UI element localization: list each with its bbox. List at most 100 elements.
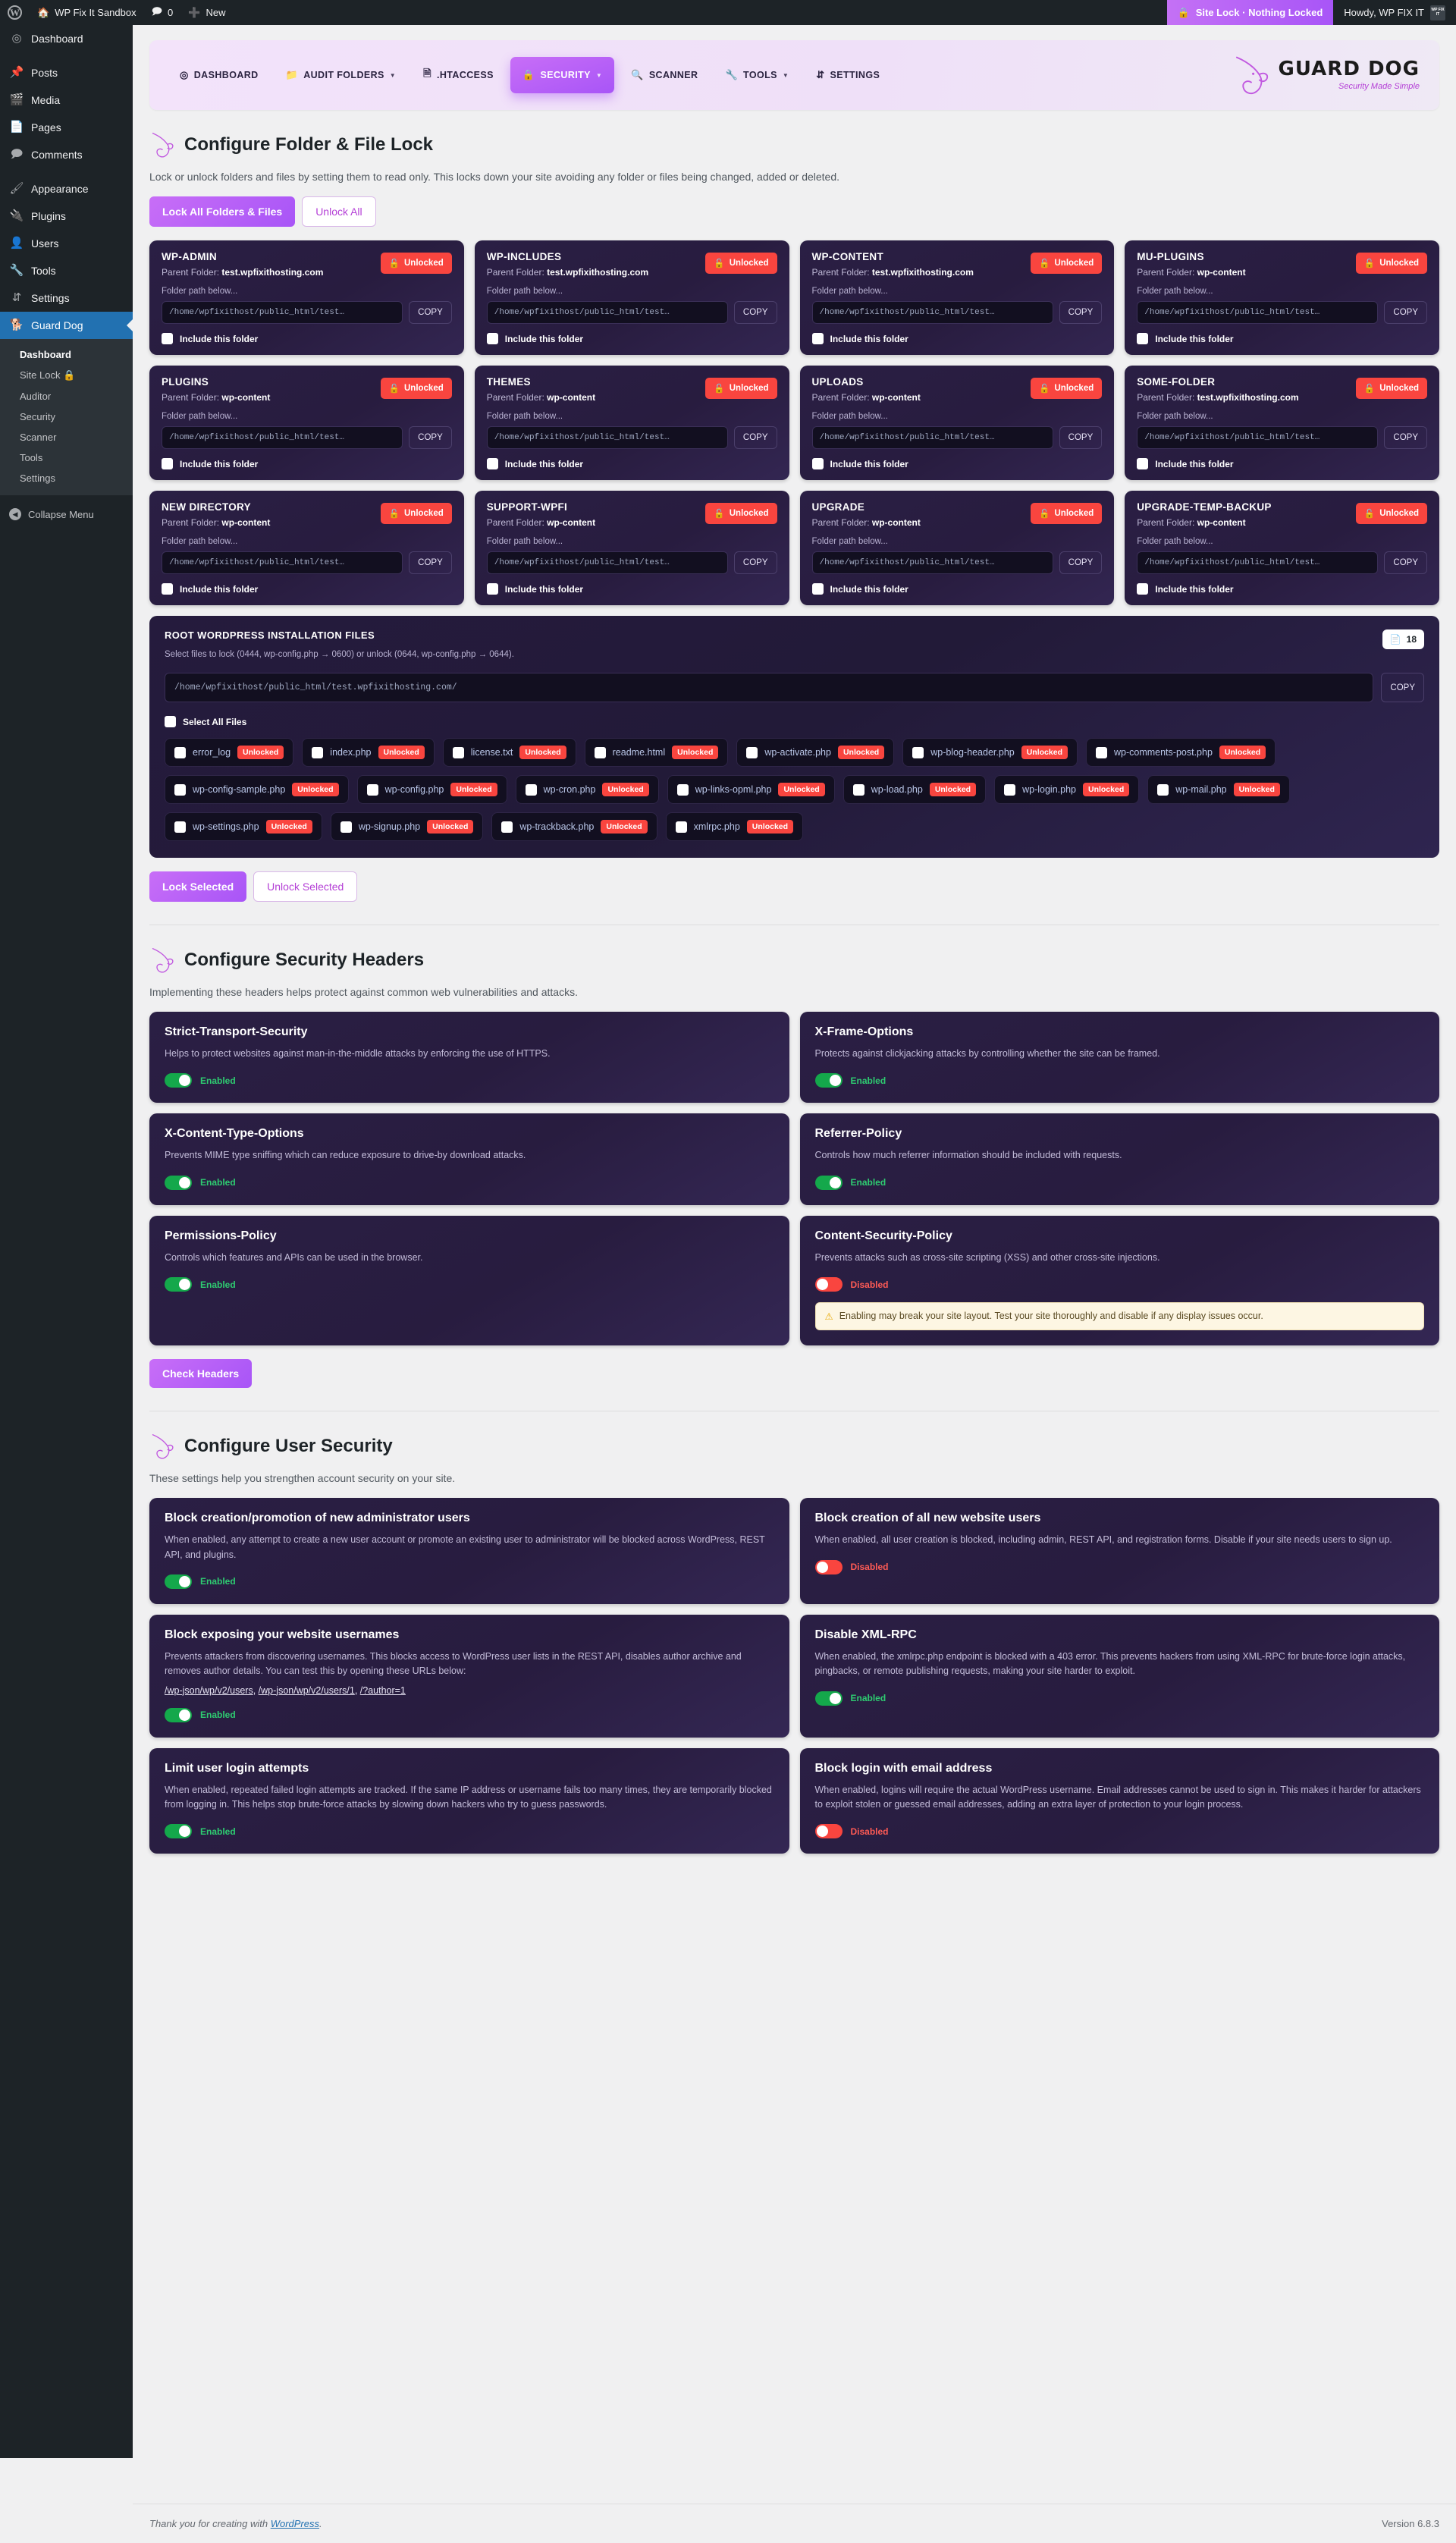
- folder-copy-button[interactable]: COPY: [1384, 301, 1427, 324]
- wp-logo-menu[interactable]: W: [0, 0, 30, 25]
- folder-copy-button[interactable]: COPY: [409, 301, 452, 324]
- include-folder-row[interactable]: Include this folder: [162, 333, 452, 344]
- folder-path-input[interactable]: /home/wpfixithost/public_html/test…: [162, 551, 403, 574]
- file-chip[interactable]: wp-mail.php Unlocked: [1147, 775, 1290, 804]
- security-header-card-toggle-row[interactable]: Enabled: [165, 1175, 774, 1190]
- security-header-card-toggle[interactable]: [814, 1073, 843, 1088]
- nav-tab-htaccess[interactable]: 🗎 .HTACCESS: [413, 60, 504, 90]
- file-chip[interactable]: wp-cron.php Unlocked: [515, 775, 659, 804]
- include-folder-row[interactable]: Include this folder: [1137, 458, 1427, 469]
- include-folder-row[interactable]: Include this folder: [162, 458, 452, 469]
- folder-path-input[interactable]: /home/wpfixithost/public_html/test…: [162, 426, 403, 449]
- security-header-card-toggle-row[interactable]: Enabled: [165, 1277, 774, 1292]
- file-checkbox[interactable]: [1095, 746, 1107, 758]
- user-security-card-toggle-row[interactable]: Enabled: [165, 1824, 774, 1839]
- security-header-card-toggle[interactable]: [165, 1277, 192, 1292]
- user-security-card-toggle[interactable]: [165, 1707, 192, 1722]
- folder-lock-status-badge[interactable]: 🔓 Unlocked: [1355, 253, 1427, 274]
- folder-copy-button[interactable]: COPY: [1384, 426, 1427, 449]
- root-copy-button[interactable]: COPY: [1381, 673, 1424, 702]
- include-folder-checkbox[interactable]: [811, 583, 824, 595]
- check-headers-button[interactable]: Check Headers: [149, 1359, 253, 1389]
- test-url-link[interactable]: /?author=1: [359, 1684, 406, 1696]
- include-folder-row[interactable]: Include this folder: [811, 458, 1103, 469]
- security-header-card-toggle-row[interactable]: Disabled: [814, 1277, 1425, 1292]
- lock-selected-button[interactable]: Lock Selected: [149, 871, 247, 902]
- sidebar-item-media[interactable]: 🎬 Media: [0, 86, 133, 114]
- unlock-selected-button[interactable]: Unlock Selected: [253, 871, 358, 902]
- file-chip[interactable]: wp-settings.php Unlocked: [165, 812, 322, 841]
- include-folder-checkbox[interactable]: [811, 458, 824, 469]
- submenu-item-security[interactable]: Security: [20, 411, 55, 422]
- include-folder-checkbox[interactable]: [1137, 333, 1149, 344]
- submenu-item-auditor[interactable]: Auditor: [20, 391, 52, 402]
- file-chip[interactable]: wp-login.php Unlocked: [994, 775, 1140, 804]
- file-checkbox[interactable]: [174, 746, 186, 758]
- include-folder-row[interactable]: Include this folder: [162, 583, 452, 595]
- user-security-card-toggle[interactable]: [814, 1691, 843, 1706]
- folder-path-input[interactable]: /home/wpfixithost/public_html/test…: [811, 551, 1053, 574]
- folder-copy-button[interactable]: COPY: [1059, 426, 1103, 449]
- folder-lock-status-badge[interactable]: 🔓 Unlocked: [380, 503, 452, 524]
- sidebar-item-settings[interactable]: ⇵ Settings: [0, 284, 133, 312]
- file-chip[interactable]: wp-trackback.php Unlocked: [491, 812, 657, 841]
- include-folder-row[interactable]: Include this folder: [1137, 333, 1427, 344]
- security-header-card-toggle-row[interactable]: Enabled: [165, 1073, 774, 1088]
- security-header-card-toggle[interactable]: [165, 1175, 192, 1190]
- file-chip[interactable]: error_log Unlocked: [165, 738, 294, 767]
- file-chip[interactable]: wp-comments-post.php Unlocked: [1085, 738, 1276, 767]
- sidebar-item-comments[interactable]: 🗩 Comments: [0, 141, 133, 168]
- file-checkbox[interactable]: [174, 821, 186, 833]
- include-folder-row[interactable]: Include this folder: [486, 458, 777, 469]
- file-checkbox[interactable]: [501, 821, 513, 833]
- file-checkbox[interactable]: [676, 783, 689, 796]
- sidebar-item-posts[interactable]: 📌 Posts: [0, 59, 133, 86]
- file-checkbox[interactable]: [340, 821, 352, 833]
- user-security-card-toggle-row[interactable]: Enabled: [165, 1707, 774, 1722]
- include-folder-checkbox[interactable]: [811, 333, 824, 344]
- file-checkbox[interactable]: [312, 746, 324, 758]
- site-lock-status-button[interactable]: 🔒 Site Lock · Nothing Locked: [1166, 0, 1334, 25]
- folder-lock-status-badge[interactable]: 🔓 Unlocked: [705, 503, 777, 524]
- folder-lock-status-badge[interactable]: 🔓 Unlocked: [380, 378, 452, 399]
- include-folder-row[interactable]: Include this folder: [811, 333, 1103, 344]
- file-checkbox[interactable]: [1004, 783, 1016, 796]
- file-checkbox[interactable]: [912, 746, 924, 758]
- include-folder-row[interactable]: Include this folder: [486, 583, 777, 595]
- file-chip[interactable]: xmlrpc.php Unlocked: [665, 812, 804, 841]
- file-checkbox[interactable]: [525, 783, 537, 796]
- lock-all-button[interactable]: Lock All Folders & Files: [149, 196, 296, 227]
- folder-path-input[interactable]: /home/wpfixithost/public_html/test…: [1137, 426, 1379, 449]
- submenu-item-dashboard[interactable]: Dashboard: [20, 349, 71, 360]
- collapse-menu-button[interactable]: ◀ Collapse Menu: [0, 500, 133, 529]
- file-chip[interactable]: wp-load.php Unlocked: [843, 775, 987, 804]
- sidebar-item-plugins[interactable]: 🔌 Plugins: [0, 202, 133, 230]
- test-url-link[interactable]: /wp-json/wp/v2/users: [165, 1684, 253, 1696]
- folder-path-input[interactable]: /home/wpfixithost/public_html/test…: [1137, 301, 1379, 324]
- sidebar-item-tools[interactable]: 🔧 Tools: [0, 257, 133, 284]
- security-header-card-toggle[interactable]: [165, 1073, 192, 1088]
- folder-lock-status-badge[interactable]: 🔓 Unlocked: [705, 253, 777, 274]
- nav-tab-scanner[interactable]: 🔍 SCANNER: [620, 62, 708, 88]
- include-folder-row[interactable]: Include this folder: [811, 583, 1103, 595]
- include-folder-row[interactable]: Include this folder: [486, 333, 777, 344]
- folder-copy-button[interactable]: COPY: [733, 301, 777, 324]
- sidebar-item-users[interactable]: 👤 Users: [0, 230, 133, 257]
- security-header-card-toggle-row[interactable]: Enabled: [814, 1175, 1425, 1190]
- sidebar-item-guard-dog[interactable]: 🐕 Guard Dog: [0, 312, 133, 339]
- comments-menu[interactable]: 🗩 0: [144, 0, 181, 25]
- submenu-item-scanner[interactable]: Scanner: [20, 432, 57, 443]
- folder-copy-button[interactable]: COPY: [733, 551, 777, 574]
- file-checkbox[interactable]: [452, 746, 464, 758]
- folder-copy-button[interactable]: COPY: [733, 426, 777, 449]
- nav-tab-security[interactable]: 🔒 SECURITY ▼: [510, 57, 615, 93]
- user-security-card-toggle[interactable]: [165, 1574, 192, 1589]
- site-name-menu[interactable]: 🏠 WP Fix It Sandbox: [30, 0, 144, 25]
- sidebar-item-appearance[interactable]: 🖌 Appearance: [0, 175, 133, 202]
- sidebar-item-dashboard[interactable]: ◎ Dashboard: [0, 25, 133, 52]
- include-folder-checkbox[interactable]: [486, 333, 498, 344]
- file-checkbox[interactable]: [746, 746, 758, 758]
- file-checkbox[interactable]: [366, 783, 378, 796]
- folder-copy-button[interactable]: COPY: [409, 551, 452, 574]
- security-header-card-toggle[interactable]: [814, 1175, 843, 1190]
